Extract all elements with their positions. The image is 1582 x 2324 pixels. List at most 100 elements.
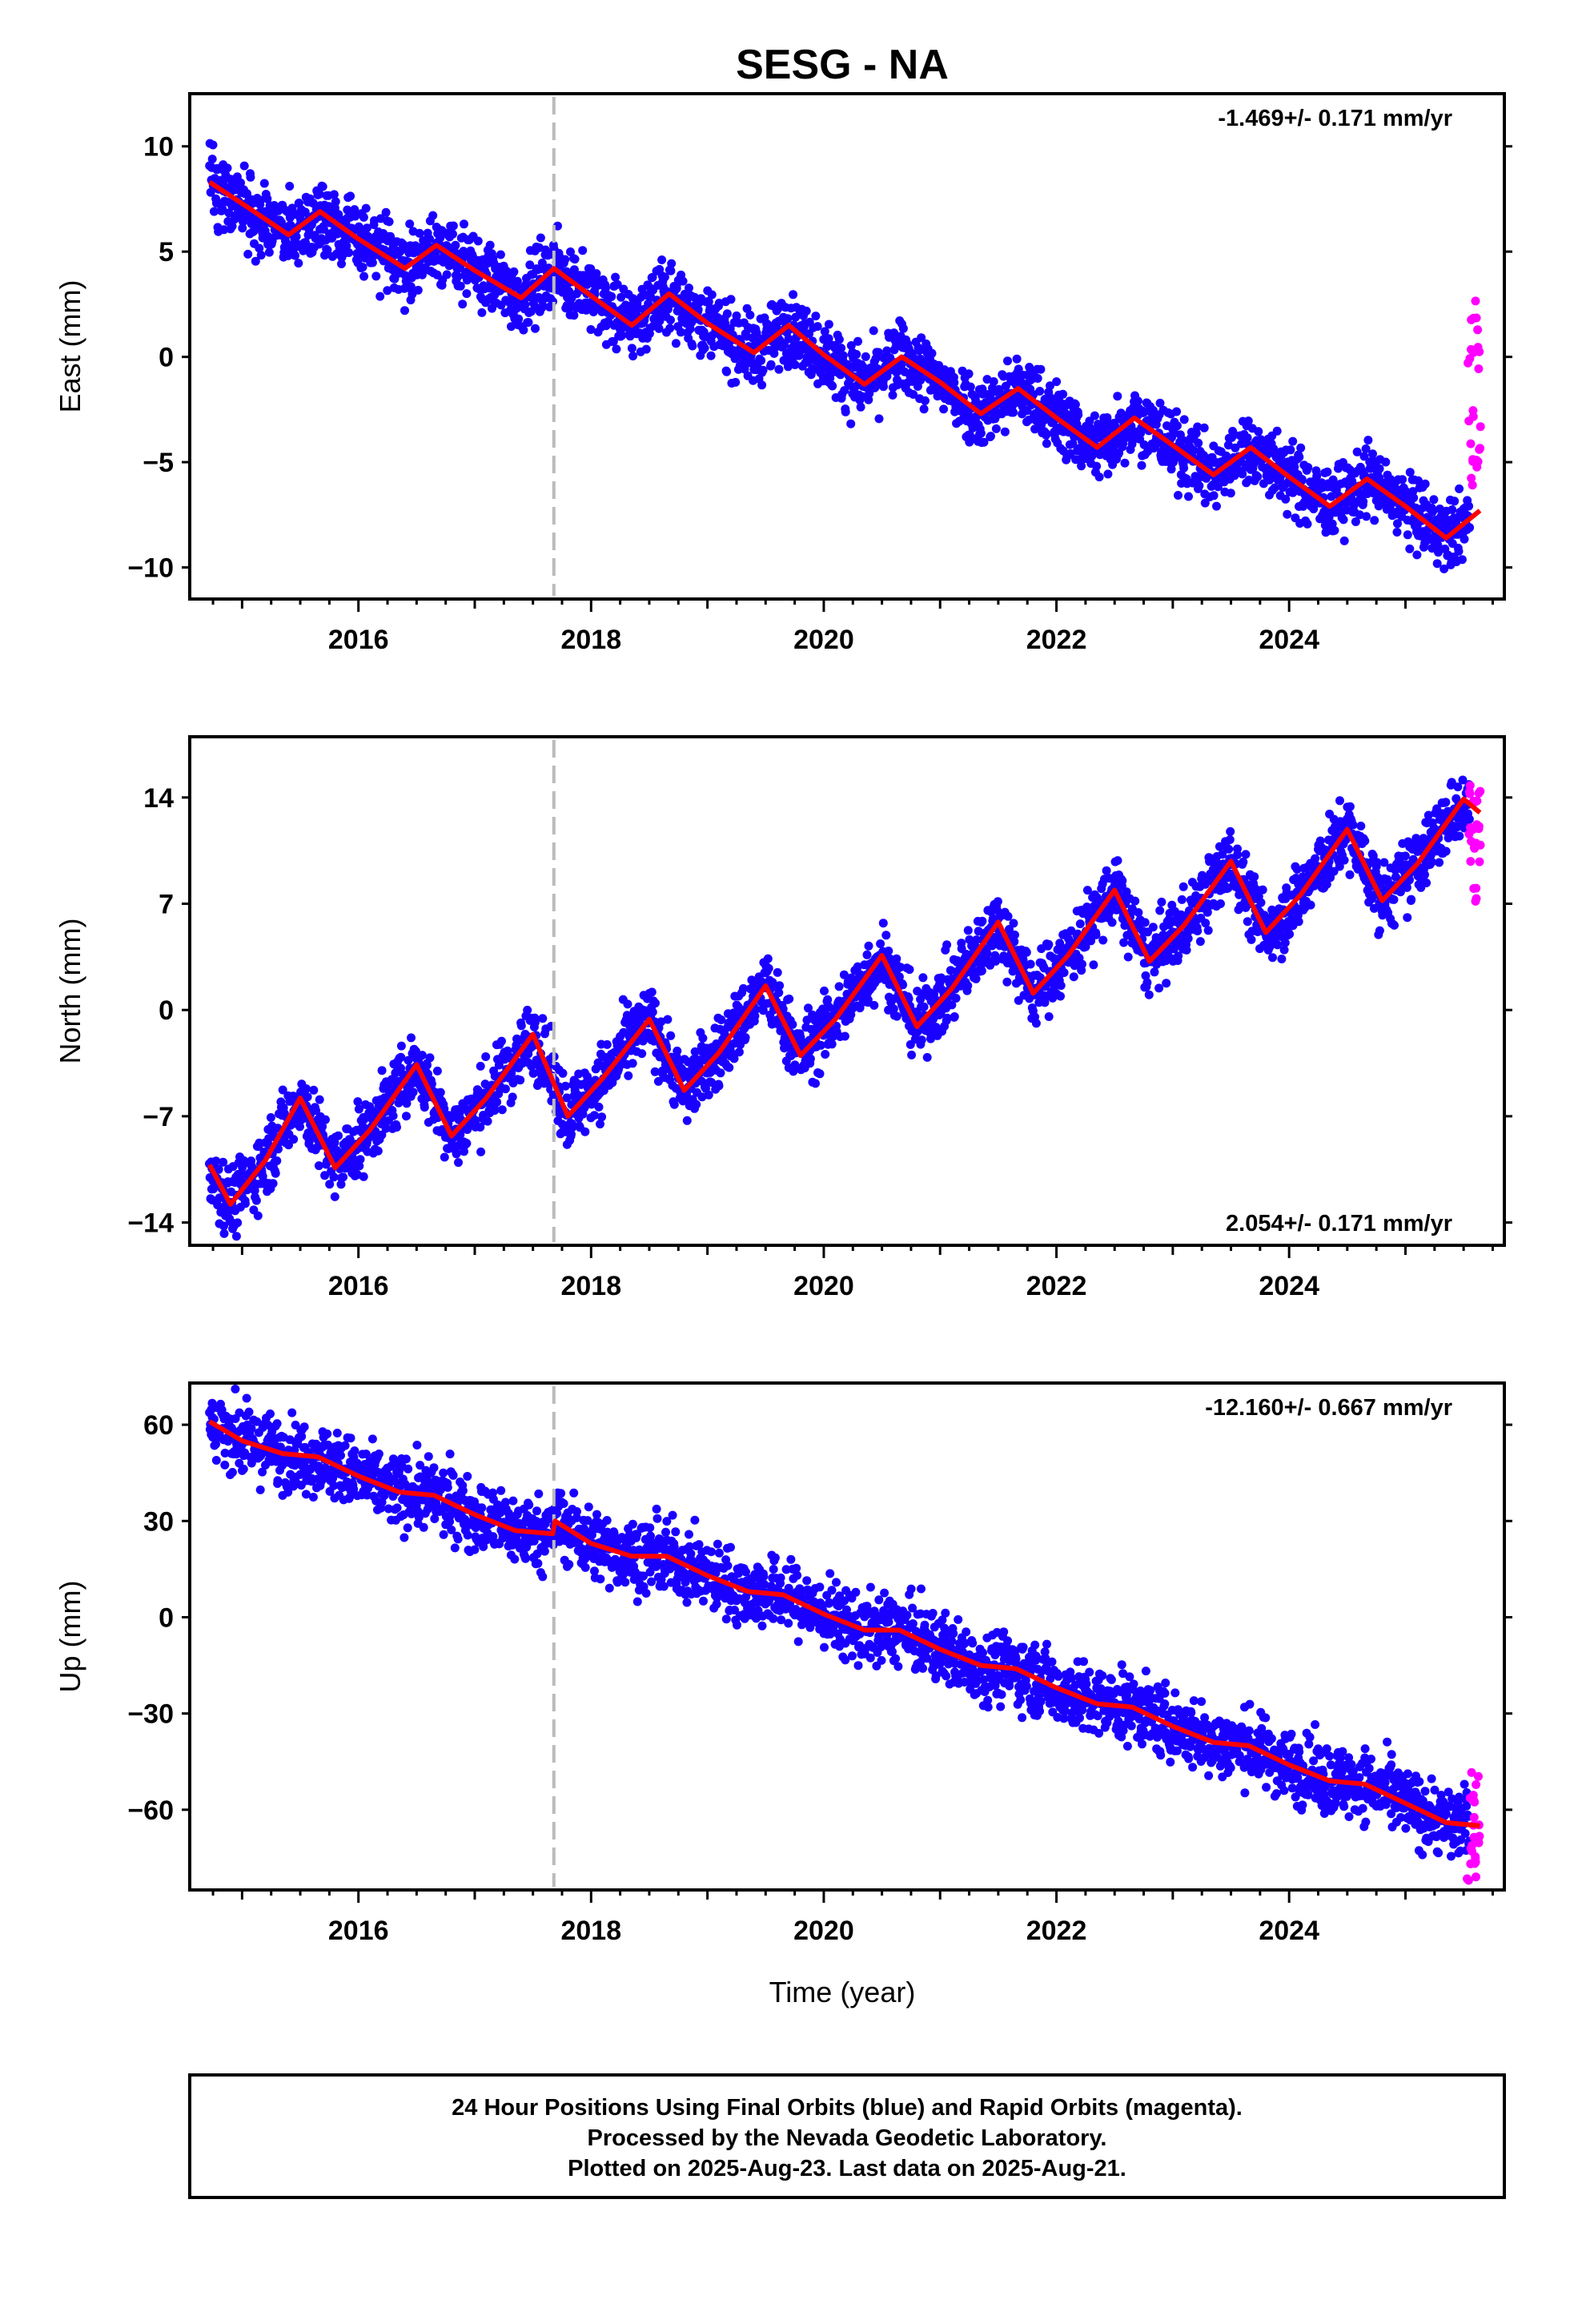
north-final-point: [432, 1066, 442, 1076]
east-final-point: [406, 282, 416, 292]
east-final-point: [795, 347, 805, 356]
east-final-point: [560, 255, 570, 264]
east-final-point: [820, 327, 829, 336]
north-final-point: [811, 1079, 820, 1088]
east-final-point: [627, 344, 636, 353]
north-final-point: [963, 926, 973, 935]
east-final-point: [460, 219, 468, 229]
east-final-point: [834, 335, 844, 344]
north-final-point: [1075, 919, 1085, 929]
east-final-point: [688, 341, 697, 351]
east-final-point: [660, 272, 669, 282]
east-final-point: [323, 245, 332, 255]
east-final-point: [581, 305, 591, 315]
north-final-point: [1226, 826, 1235, 836]
east-final-point: [524, 318, 533, 327]
east-final-point: [666, 266, 676, 275]
east-final-point: [1370, 516, 1379, 525]
east-final-point: [927, 348, 937, 358]
north-final-point: [251, 1196, 261, 1205]
east-final-point: [1243, 416, 1253, 426]
east-final-point: [976, 428, 986, 438]
east-final-point: [525, 260, 535, 270]
east-final-point: [367, 258, 377, 267]
east-final-point: [1450, 497, 1460, 506]
east-final-point: [227, 222, 237, 231]
east-final-point: [1253, 472, 1263, 481]
north-final-point: [805, 1054, 815, 1063]
north-final-point: [862, 950, 872, 959]
north-final-point: [330, 1192, 339, 1201]
east-final-point: [1405, 468, 1415, 477]
north-final-point: [309, 1085, 319, 1095]
east-final-point: [1429, 495, 1439, 505]
north-final-point: [982, 949, 992, 959]
east-final-point: [1195, 481, 1204, 490]
north-final-point: [773, 967, 782, 977]
east-final-point: [1137, 460, 1146, 470]
north-final-point: [1098, 935, 1108, 945]
north-final-point: [1233, 850, 1243, 859]
east-final-point: [919, 404, 929, 414]
north-final-point: [1268, 953, 1277, 963]
east-final-point: [256, 251, 266, 260]
east-rapid-point: [1472, 313, 1481, 323]
east-final-point: [1403, 530, 1412, 540]
north-final-point: [1009, 919, 1018, 928]
north-final-point: [951, 994, 961, 1003]
east-final-point: [1179, 463, 1189, 472]
east-final-point: [291, 231, 301, 241]
north-final-point: [1193, 927, 1203, 935]
east-final-point: [745, 310, 755, 320]
east-final-point: [1000, 427, 1010, 436]
north-final-point: [402, 1112, 411, 1121]
east-final-point: [329, 190, 339, 199]
east-final-point: [413, 285, 423, 295]
east-final-point: [384, 217, 394, 227]
east-final-point: [789, 290, 798, 300]
east-final-point: [236, 178, 245, 187]
east-final-point: [774, 364, 784, 374]
east-final-point: [223, 163, 232, 173]
north-final-point: [1091, 930, 1101, 939]
north-final-point: [492, 1097, 502, 1107]
north-final-point: [917, 1035, 926, 1045]
north-final-point: [560, 1081, 570, 1091]
east-final-point: [362, 223, 371, 233]
east-final-point: [617, 331, 627, 340]
north-final-point: [240, 1199, 250, 1208]
east-final-point: [1090, 411, 1099, 420]
north-final-point: [673, 1046, 682, 1055]
north-final-point: [993, 897, 1002, 907]
north-final-point: [558, 1068, 568, 1078]
east-x-tick-label: 2022: [1026, 625, 1087, 655]
east-final-point: [1035, 387, 1045, 396]
north-final-point: [462, 1139, 472, 1148]
north-final-point: [963, 981, 973, 991]
east-final-point: [740, 364, 749, 374]
east-final-point: [342, 241, 351, 251]
east-rapid-point: [1473, 325, 1483, 335]
east-final-point: [315, 189, 324, 199]
north-final-point: [1010, 930, 1019, 939]
east-final-points: [205, 139, 1475, 573]
north-final-point: [219, 1228, 229, 1238]
east-final-point: [813, 322, 822, 332]
east-final-point: [507, 322, 516, 332]
north-final-point: [1280, 938, 1290, 947]
north-final-point: [233, 1218, 243, 1228]
east-final-point: [722, 309, 732, 319]
east-final-point: [1184, 492, 1193, 501]
north-final-point: [907, 1050, 917, 1059]
east-final-point: [648, 272, 657, 282]
east-final-point: [921, 396, 930, 405]
east-final-point: [666, 316, 675, 325]
east-final-point: [383, 286, 392, 296]
east-final-point: [458, 300, 468, 309]
north-final-point: [651, 999, 660, 1008]
east-final-point: [611, 272, 620, 282]
east-final-point: [939, 404, 949, 414]
north-final-point: [1031, 1019, 1041, 1028]
north-final-point: [481, 1052, 491, 1061]
north-final-point: [1256, 898, 1266, 907]
